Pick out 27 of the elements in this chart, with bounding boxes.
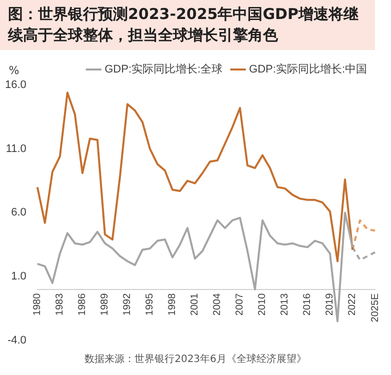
x-tick-label: 1992 [122,292,134,316]
x-tick-label: 2022 [347,292,358,316]
y-axis-title: % [8,64,20,77]
y-tick-label: 11.0 [6,142,26,155]
x-tick-label: 2019 [324,292,336,316]
x-tick-label: 2010 [257,292,268,316]
legend-label: GDP:实际同比增长:全球 [104,62,223,76]
x-tick-label: 1983 [54,292,66,316]
x-tick-label: 1986 [77,292,88,316]
x-tick-label: 2001 [190,292,201,316]
x-tick-label: 1980 [32,292,44,316]
x-tick-label: 2007 [234,292,246,316]
y-tick-label: 6.0 [11,206,26,219]
x-tick-label: 2016 [302,292,314,316]
x-tick-label: 1989 [100,292,111,316]
y-tick-label: -4.0 [7,334,26,346]
legend-label: GDP:实际同比增长:中国 [249,62,368,76]
x-tick-label: 2004 [212,292,224,316]
y-tick-label: 16.0 [4,79,26,92]
chart-title: 图：世界银行预测2023-2025年中国GDP增速将继续高于全球整体，担当全球增长引擎角色 [0,0,375,50]
x-tick-label: 2025E [370,292,381,322]
y-tick-label: 1.0 [11,270,26,283]
line-series [351,219,376,251]
x-tick-label: 1995 [144,292,156,316]
x-tick-label: 1998 [167,292,178,316]
source-note: 数据来源：世界银行2023年6月《全球经济展望》 [84,352,308,366]
x-tick-label: 2013 [280,292,291,316]
